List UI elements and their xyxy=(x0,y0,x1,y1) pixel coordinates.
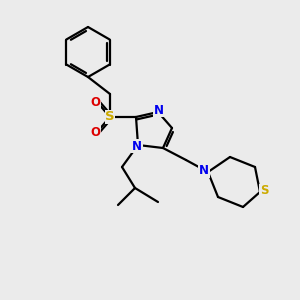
Text: S: S xyxy=(260,184,268,197)
Text: O: O xyxy=(90,95,100,109)
Text: N: N xyxy=(199,164,209,178)
Text: O: O xyxy=(90,125,100,139)
Text: S: S xyxy=(105,110,115,124)
Text: N: N xyxy=(132,140,142,152)
Text: N: N xyxy=(154,103,164,116)
